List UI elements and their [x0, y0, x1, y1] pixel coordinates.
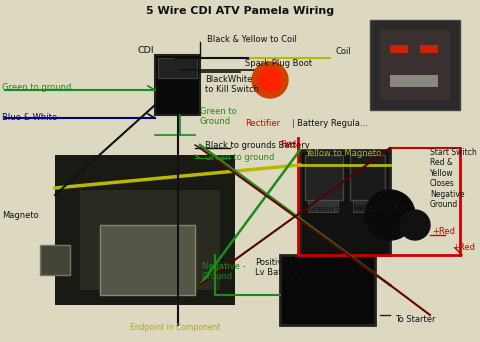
Bar — [55, 155, 235, 305]
Text: Black to grounds Battery: Black to grounds Battery — [205, 141, 310, 149]
Text: Start Switch
Red &
Yellow
Closes
Negative
Ground: Start Switch Red & Yellow Closes Negativ… — [430, 148, 477, 209]
Text: Endpoint in Component: Endpoint in Component — [130, 324, 220, 332]
Circle shape — [365, 190, 415, 240]
Text: Negative -
Ground: Negative - Ground — [202, 262, 246, 281]
Bar — [353, 200, 379, 212]
Bar — [158, 58, 197, 78]
Bar — [370, 20, 460, 110]
Text: Spark Plug Boot: Spark Plug Boot — [245, 58, 312, 67]
Text: Yellow to Magneto: Yellow to Magneto — [305, 149, 381, 158]
Bar — [280, 255, 375, 325]
Text: Blue & White: Blue & White — [2, 113, 57, 121]
Bar — [308, 200, 338, 212]
Text: CDI: CDI — [138, 46, 155, 55]
Text: Black & Yellow to Coil: Black & Yellow to Coil — [207, 36, 297, 44]
Circle shape — [400, 210, 430, 240]
Text: 5 Wire CDI ATV Pamela Wiring: 5 Wire CDI ATV Pamela Wiring — [146, 6, 334, 16]
Circle shape — [252, 62, 288, 98]
Text: BlackWhite
to Kill Switch: BlackWhite to Kill Switch — [205, 75, 259, 94]
Bar — [380, 30, 450, 100]
Bar — [100, 225, 195, 295]
Bar — [40, 245, 70, 275]
Text: Battery Regula...: Battery Regula... — [297, 119, 368, 128]
Text: Green to
Ground: Green to Ground — [200, 107, 237, 127]
Text: Green to Ground: Green to Ground — [308, 206, 379, 214]
Text: Rectifier: Rectifier — [245, 119, 280, 128]
Text: |: | — [292, 119, 295, 128]
Circle shape — [258, 68, 282, 92]
Bar — [80, 190, 220, 290]
Text: Magneto: Magneto — [2, 210, 39, 220]
Text: +Red: +Red — [432, 227, 455, 237]
Text: To Starter: To Starter — [395, 316, 435, 325]
Text: Green to ground: Green to ground — [205, 154, 275, 162]
Text: +Red: +Red — [452, 244, 475, 252]
Text: Coil: Coil — [335, 48, 351, 56]
Bar — [155, 55, 200, 115]
Bar — [390, 75, 438, 87]
Bar — [300, 150, 390, 255]
Text: Green to ground: Green to ground — [2, 82, 72, 92]
Bar — [350, 155, 385, 200]
Bar — [305, 155, 343, 200]
Bar — [390, 45, 408, 53]
Text: Starter Relay: Starter Relay — [348, 203, 403, 212]
Bar — [420, 45, 438, 53]
Text: Red: Red — [280, 140, 296, 149]
Text: Positive+
Lv Battery: Positive+ Lv Battery — [255, 258, 299, 277]
